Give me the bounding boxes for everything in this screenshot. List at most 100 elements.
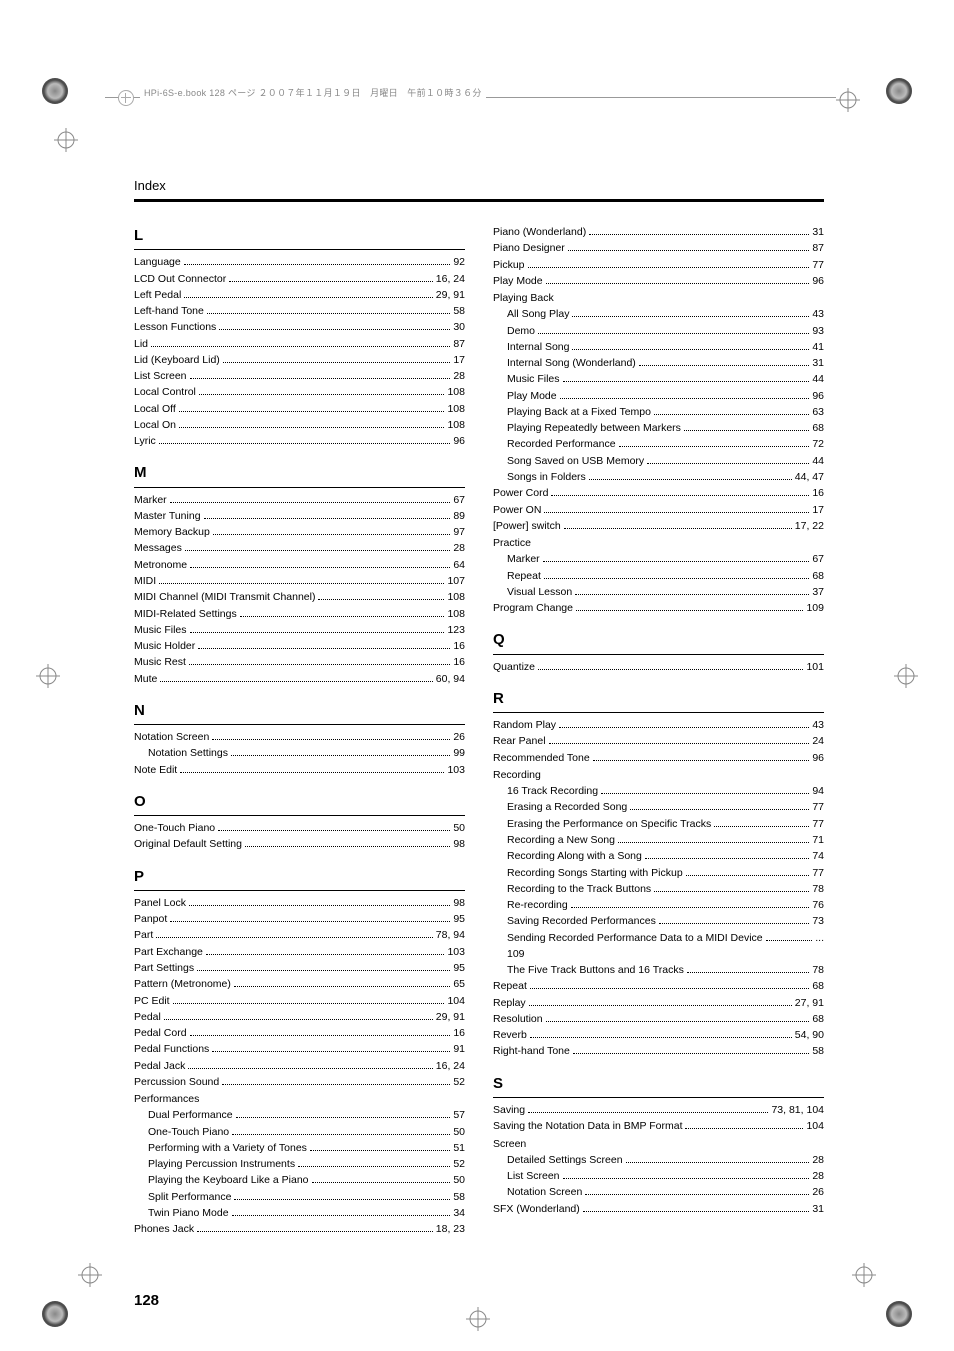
index-entry: Master Tuning89: [134, 508, 465, 524]
leader-dots: [179, 427, 444, 428]
index-entry: Lesson Functions30: [134, 319, 465, 335]
index-entry-label: Recommended Tone: [493, 750, 590, 766]
index-entry-page: 78: [812, 962, 824, 978]
index-entry-label: Lyric: [134, 433, 156, 449]
index-entry-page: 108: [447, 401, 465, 417]
index-subentry: Playing the Keyboard Like a Piano50: [134, 1172, 465, 1188]
leader-dots: [559, 727, 809, 728]
index-entry-label: Percussion Sound: [134, 1074, 219, 1090]
index-entry-label: One-Touch Piano: [134, 820, 215, 836]
index-entry-page: 104: [806, 1118, 824, 1134]
index-entry-label: Pedal Functions: [134, 1041, 209, 1057]
index-entry-page: 72: [812, 436, 824, 452]
section-letter: M: [134, 461, 465, 487]
index-entry-page: 65: [453, 976, 465, 992]
index-entry: Rear Panel24: [493, 733, 824, 749]
index-entry-page: 28: [812, 1168, 824, 1184]
leader-dots: [206, 954, 445, 955]
index-subentry: Visual Lesson37: [493, 584, 824, 600]
index-entry: Pattern (Metronome)65: [134, 976, 465, 992]
index-entry-label: Original Default Setting: [134, 836, 242, 852]
index-entry-page: 103: [447, 762, 465, 778]
index-subentry: Detailed Settings Screen28: [493, 1152, 824, 1168]
index-subentry: Performing with a Variety of Tones51: [134, 1140, 465, 1156]
leader-dots: [572, 316, 809, 317]
index-entry-label: Music Holder: [134, 638, 195, 654]
index-entry: LCD Out Connector16, 24: [134, 271, 465, 287]
leader-dots: [593, 760, 810, 761]
registration-mark-bc: [466, 1307, 490, 1331]
leader-dots: [576, 610, 804, 611]
index-entry-label: MIDI: [134, 573, 156, 589]
leader-dots: [528, 1112, 768, 1113]
index-entry: Pedal29, 91: [134, 1009, 465, 1025]
index-entry-page: 16: [812, 485, 824, 501]
index-entry: MIDI107: [134, 573, 465, 589]
index-subentry: Recording Along with a Song74: [493, 848, 824, 864]
index-entry-page: 92: [453, 254, 465, 270]
index-entry: Messages28: [134, 540, 465, 556]
leader-dots: [685, 1128, 803, 1129]
index-entry-page: 52: [453, 1156, 465, 1172]
index-subentry: Recording to the Track Buttons78: [493, 881, 824, 897]
index-entry: Lyric96: [134, 433, 465, 449]
index-entry-label: Panel Lock: [134, 895, 186, 911]
index-entry: Power Cord16: [493, 485, 824, 501]
index-entry-page: 27, 91: [795, 995, 824, 1011]
index-entry-label: Lesson Functions: [134, 319, 216, 335]
index-entry-label: Pedal: [134, 1009, 161, 1025]
index-entry-page: 95: [453, 960, 465, 976]
leader-dots: [207, 313, 450, 314]
index-entry-page: 98: [453, 836, 465, 852]
leader-dots: [538, 669, 803, 670]
index-entry-label: Piano Designer: [493, 240, 565, 256]
index-entry: Quantize101: [493, 659, 824, 675]
index-entry-label: Local On: [134, 417, 176, 433]
index-entry: Pickup77: [493, 257, 824, 273]
index-entry-page: 96: [812, 750, 824, 766]
index-entry: Mute60, 94: [134, 671, 465, 687]
index-subentry: Repeat68: [493, 568, 824, 584]
leader-dots: [236, 1117, 451, 1118]
index-entry-page: 78, 94: [436, 927, 465, 943]
leader-dots: [684, 430, 809, 431]
index-group-head: Practice: [493, 535, 824, 551]
registration-mark-ml: [36, 664, 60, 688]
leader-dots: [551, 495, 809, 496]
leader-dots: [199, 394, 445, 395]
registration-mark-tr: [836, 88, 860, 112]
leader-dots: [204, 518, 451, 519]
index-subentry: Recording a New Song71: [493, 832, 824, 848]
index-entry: Lid (Keyboard Lid)17: [134, 352, 465, 368]
index-entry-label: 16 Track Recording: [507, 783, 598, 799]
index-entry-label: Program Change: [493, 600, 573, 616]
index-entry: Recommended Tone 96: [493, 750, 824, 766]
index-subentry: Erasing a Recorded Song77: [493, 799, 824, 815]
index-entry-label: One-Touch Piano: [148, 1124, 229, 1140]
index-group-head: Recording: [493, 767, 824, 783]
index-entry-page: 28: [453, 540, 465, 556]
leader-dots: [601, 793, 809, 794]
index-entry-page: 54, 90: [795, 1027, 824, 1043]
leader-dots: [530, 988, 809, 989]
index-entry-label: Pedal Jack: [134, 1058, 185, 1074]
index-entry-label: Recording to the Track Buttons: [507, 881, 651, 897]
index-entry-label: Local Off: [134, 401, 176, 417]
index-subentry: Twin Piano Mode34: [134, 1205, 465, 1221]
corner-dot-tl: [42, 78, 68, 104]
index-entry-label: Language: [134, 254, 181, 270]
index-entry: Panel Lock98: [134, 895, 465, 911]
section-letter: P: [134, 865, 465, 891]
index-entry-page: ...: [815, 930, 824, 946]
index-entry-label: MIDI-Related Settings: [134, 606, 237, 622]
leader-dots: [626, 1162, 810, 1163]
index-group-head: Screen: [493, 1136, 824, 1152]
index-entry-page: 16, 24: [436, 1058, 465, 1074]
index-entry-label: Repeat: [507, 568, 541, 584]
running-head: Index: [134, 178, 824, 193]
index-entry-label: Lid: [134, 336, 148, 352]
leader-dots: [572, 349, 809, 350]
index-entry: Piano Designer87: [493, 240, 824, 256]
index-entry-page: 57: [453, 1107, 465, 1123]
leader-dots: [654, 891, 809, 892]
